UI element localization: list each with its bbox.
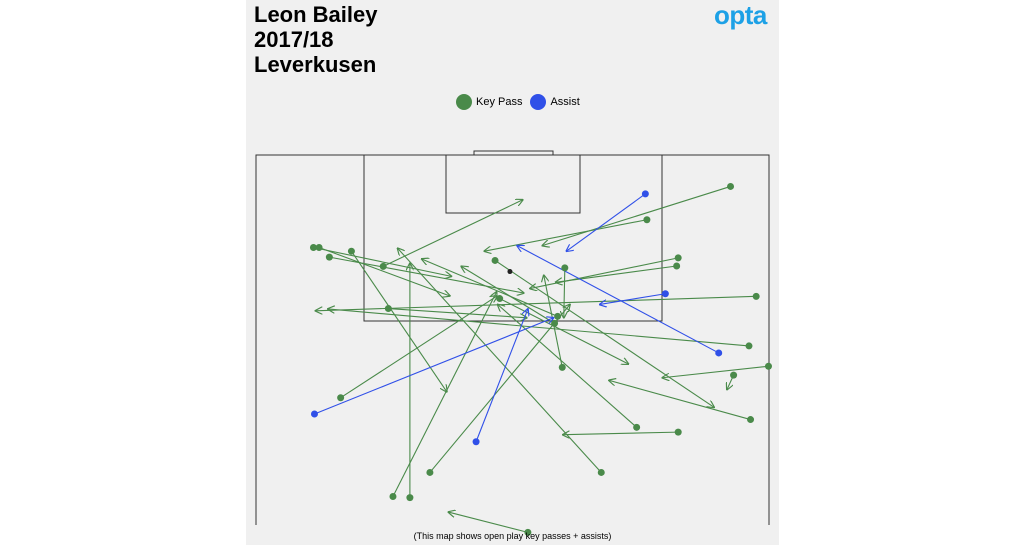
key-pass-origin-point-25 [406,494,414,502]
key-pass-origin-point-23 [633,423,641,431]
assist-line-5 [314,318,553,415]
assist-line-4 [475,309,528,442]
key-pass-origin-point-24 [674,428,682,436]
assist-origin-point-5 [310,410,318,418]
key-pass-line-19 [422,259,558,317]
key-pass-origin-point-11 [561,264,569,272]
assist-line-1 [566,193,646,251]
key-pass-origin-point-21 [558,363,566,371]
key-pass-line-1 [542,185,731,245]
key-pass-line-23 [498,304,638,428]
key-pass-line-13 [499,298,629,364]
penalty-box [363,154,663,322]
key-pass-line-5 [313,246,451,277]
key-pass-line-26 [429,304,570,473]
key-pass-line-12 [316,295,757,310]
key-pass-origin-point-7 [325,253,333,261]
key-pass-line-6 [318,246,450,296]
key-pass-origin-point-17 [747,416,755,424]
key-pass-origin-point-26 [426,468,434,476]
key-pass-origin-point-6 [315,244,323,251]
key-pass-line-24 [563,432,679,435]
key-pass-origin-point-1 [727,182,735,190]
key-pass-origin-point-2 [643,216,651,224]
assist-origin-point-4 [472,438,480,446]
key-pass-origin-point-12 [752,292,760,300]
key-pass-origin-point-22 [764,362,772,370]
assist-line-3 [517,246,719,354]
key-pass-line-9 [382,200,523,267]
key-pass-line-14 [340,296,497,399]
passes-layer [309,182,772,536]
assist-origin-point-3 [715,349,723,357]
key-pass-origin-point-5 [309,244,317,251]
assist-dot-icon [530,94,547,110]
key-pass-origin-point-14 [337,394,345,402]
key-pass-line-4 [556,265,677,282]
key-pass-line-17 [609,380,751,421]
key-pass-origin-point-10 [384,305,392,313]
pitch-outline [255,154,770,525]
key-pass-line-3 [530,257,679,289]
team-title: Leverkusen [254,52,377,77]
season-title: 2017/18 [254,27,334,52]
key-pass-origin-point-18 [597,468,605,476]
legend: Key Pass Assist [456,94,588,110]
key-pass-line-18 [398,248,602,473]
assist-line-2 [600,293,666,305]
assist-origin-point-1 [641,190,649,198]
legend-key-pass-label: Key Pass [476,96,523,108]
key-pass-origin-point-29 [524,528,532,536]
player-name-title: Leon Bailey [254,2,378,27]
key-pass-line-20 [328,309,750,347]
key-pass-origin-point-8 [347,247,355,255]
key-pass-line-8 [350,250,446,392]
key-pass-line-10 [388,308,527,318]
legend-item-assist: Assist [530,94,580,110]
legend-assist-label: Assist [550,96,580,108]
key-pass-line-29 [448,512,529,533]
footnote: (This map shows open play key passes + a… [413,531,612,541]
key-pass-line-22 [662,365,769,377]
key-pass-origin-point-19 [554,312,562,320]
key-pass-origin-point-4 [673,262,681,270]
legend-item-key-pass: Key Pass [456,94,522,110]
key-pass-dot-icon [456,94,472,110]
pitch-markings [255,150,770,525]
penalty-spot-marker [507,269,513,275]
opta-logo: opta [714,0,767,30]
key-pass-line-27 [392,292,497,497]
key-pass-origin-point-16 [491,256,499,264]
goal [473,150,554,156]
key-pass-line-2 [484,219,648,251]
key-pass-origin-point-9 [379,262,387,270]
key-pass-origin-point-28 [730,371,738,379]
key-pass-origin-point-27 [389,493,397,501]
key-pass-origin-point-20 [745,342,753,350]
key-pass-origin-point-3 [674,254,682,262]
key-pass-line-16 [494,259,714,407]
key-pass-origin-point-15 [551,319,559,327]
key-pass-origin-point-13 [496,295,504,303]
key-pass-line-7 [329,256,523,293]
assist-origin-point-2 [661,290,669,298]
